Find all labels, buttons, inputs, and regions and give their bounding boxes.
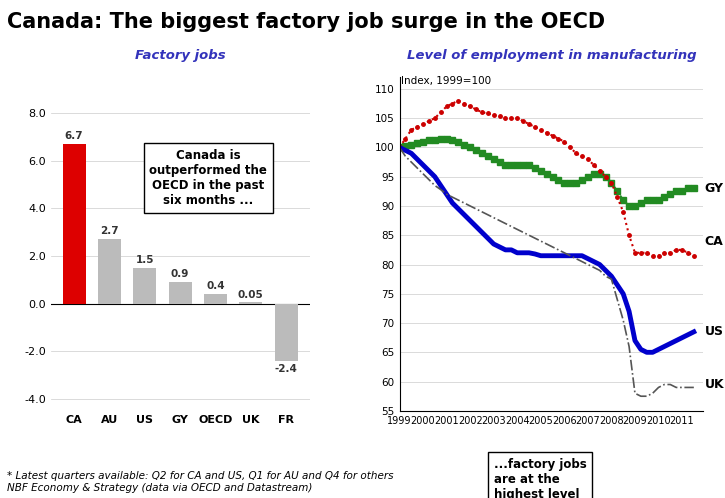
Bar bbox=[239, 302, 262, 304]
Text: 1.5: 1.5 bbox=[136, 255, 154, 265]
Text: 6.7: 6.7 bbox=[65, 131, 83, 141]
Text: 0.9: 0.9 bbox=[171, 269, 189, 279]
Text: -2.4: -2.4 bbox=[275, 364, 298, 374]
Text: 0.4: 0.4 bbox=[206, 281, 225, 291]
Text: UK: UK bbox=[705, 378, 724, 391]
Text: Factory jobs: Factory jobs bbox=[135, 49, 225, 62]
Bar bbox=[98, 239, 121, 304]
Bar bbox=[204, 294, 227, 304]
Text: 0.05: 0.05 bbox=[238, 289, 264, 300]
Text: Canada is
outperformed the
OECD in the past
six months ...: Canada is outperformed the OECD in the p… bbox=[149, 149, 268, 207]
Bar bbox=[169, 282, 191, 304]
Text: Index, 1999=100: Index, 1999=100 bbox=[401, 76, 491, 86]
Text: Level of employment in manufacturing: Level of employment in manufacturing bbox=[407, 49, 696, 62]
Bar bbox=[133, 268, 157, 304]
Bar bbox=[62, 144, 86, 304]
Text: 2.7: 2.7 bbox=[100, 227, 119, 237]
Text: * Latest quarters available: Q2 for CA and US, Q1 for AU and Q4 for others
NBF E: * Latest quarters available: Q2 for CA a… bbox=[7, 472, 394, 493]
Text: CA: CA bbox=[705, 235, 723, 248]
Text: Canada: The biggest factory job surge in the OECD: Canada: The biggest factory job surge in… bbox=[7, 12, 605, 32]
Text: US: US bbox=[705, 325, 724, 338]
Text: ...factory jobs
are at the
highest level
since 2008: ...factory jobs are at the highest level… bbox=[494, 458, 587, 498]
Text: GY: GY bbox=[705, 182, 724, 195]
Bar bbox=[275, 304, 298, 361]
